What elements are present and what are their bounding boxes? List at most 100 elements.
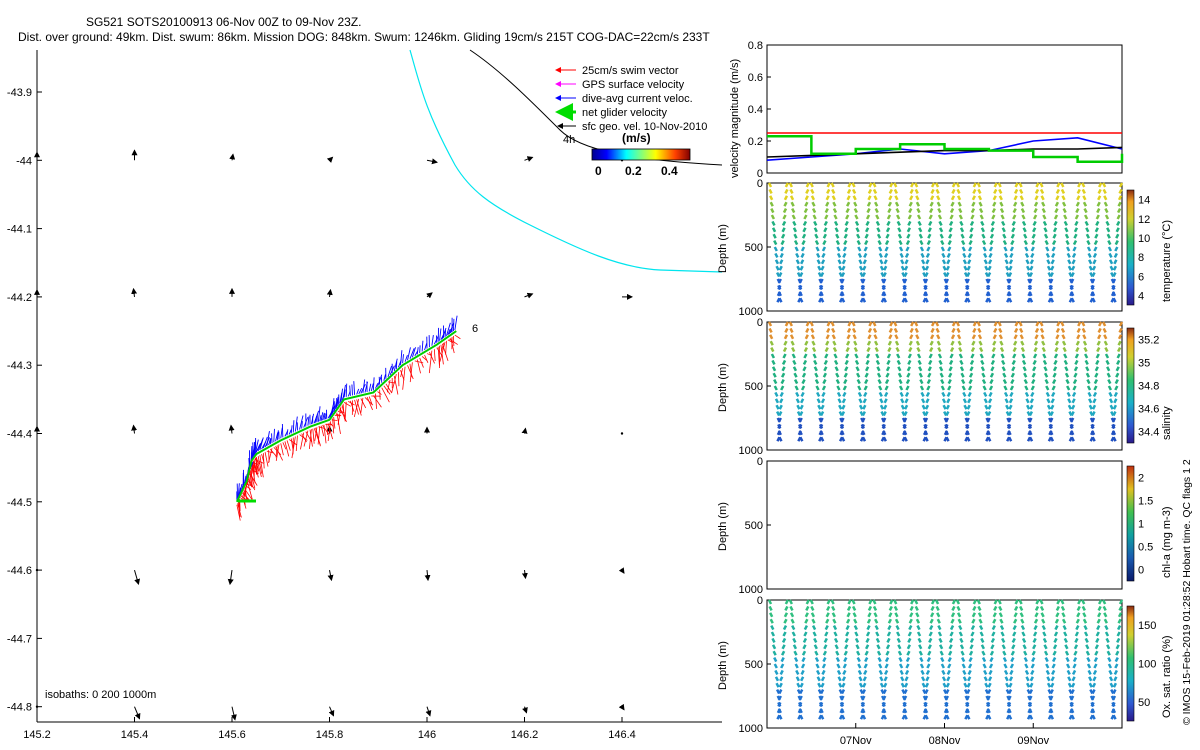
profile-sample [1061,195,1066,201]
profile-sample [967,259,972,265]
profile-sample [937,625,942,631]
profile-sample [992,340,997,346]
profile-sample [1106,227,1111,233]
profile-sample [878,663,883,669]
profile-sample [880,714,885,720]
profile-sample [1041,208,1046,214]
profile-sample [1104,214,1110,220]
time-tick-label: 09Nov [1017,735,1049,747]
profile-sample [836,385,841,391]
profile-sample [836,391,842,397]
profile-sample [1032,359,1037,365]
oxygen-colorbar [1126,605,1135,722]
profile-sample [928,631,933,637]
profile-sample [948,366,953,372]
profile-sample [856,379,861,385]
geo-arrow [134,706,141,720]
profile-sample [792,220,797,226]
profile-sample [834,220,839,226]
profile-sample [882,278,887,284]
profile-sample [948,227,953,233]
speed-colorbar [591,148,691,161]
profile-sample [867,612,872,618]
swim-vector [400,368,404,377]
profile-sample [903,695,908,701]
profile-sample [1051,385,1056,391]
profile-sample [1114,663,1119,669]
profile-sample [1042,220,1048,226]
velocity-panel: 00.20.40.60.8 velocity magnitude (m/s) [729,40,1124,180]
profile-sample [1095,220,1100,226]
profile-sample [819,423,824,429]
profile-sample [924,411,929,417]
profile-sample [770,214,776,220]
profile-sample [865,227,870,233]
profile-sample [1097,195,1102,201]
profile-sample [919,657,924,663]
profile-sample [1032,366,1037,372]
profile-sample [1027,423,1033,429]
profile-sample [889,599,894,605]
profile-sample [924,689,929,695]
profile-sample [887,347,892,353]
profile-sample [1032,220,1037,226]
profile-sample [999,340,1004,346]
profile-sample [896,637,901,643]
profile-sample [776,297,781,303]
profile-sample [1096,347,1101,353]
swim-vector [326,423,329,435]
profile-sample [1060,605,1066,611]
profile-sample [972,605,977,611]
profile-sample [1063,359,1068,365]
profile-sample [940,663,945,669]
profile-sample [884,657,890,663]
geo-arrow [327,570,334,582]
profile-sample [769,612,774,618]
profile-sample [868,182,873,188]
profile-sample [867,605,873,611]
profile-sample [813,637,818,643]
profile-sample [988,246,994,252]
profile-sample [794,246,799,252]
profile-sample [775,404,780,410]
profile-sample [1106,644,1111,650]
profile-sample [1014,182,1019,188]
profile-sample [921,265,926,271]
profile-sample [1072,240,1078,246]
profile-sample [921,259,926,265]
profile-sample [823,366,828,372]
profile-sample [964,436,969,442]
profile-sample [815,385,820,391]
profile-sample [991,208,996,214]
profile-sample [1012,208,1017,214]
swim-vector [255,457,258,475]
profile-sample [1085,366,1090,372]
profile-sample [962,259,968,265]
profile-sample [1070,695,1075,701]
profile-sample [962,669,967,675]
profile-sample [770,347,775,353]
profile-sample [1006,708,1011,714]
current-vector [407,347,411,361]
current-vector [454,315,458,331]
profile-sample [993,599,998,605]
profile-sample [1021,220,1027,226]
profile-sample [1010,372,1015,378]
profile-sample [1048,701,1053,707]
profile-sample [944,278,950,284]
depth-y-tick-label: 1000 [739,584,763,596]
profile-sample [857,246,862,252]
profile-sample [856,657,861,663]
profile-sample [860,423,866,429]
profile-sample [1051,252,1056,258]
profile-sample [1064,650,1070,656]
profile-sample [845,353,850,359]
profile-sample [958,208,963,214]
profile-sample [1111,695,1117,701]
profile-sample [772,372,777,378]
profile-sample [858,676,863,682]
profile-sample [1009,391,1014,397]
profile-sample [880,436,885,442]
profile-sample [1019,605,1024,611]
profile-sample [984,682,989,688]
